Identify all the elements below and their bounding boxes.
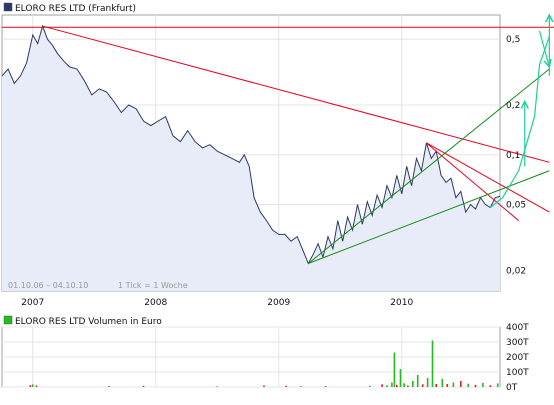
volume-bar (300, 386, 302, 387)
volume-bar (416, 375, 419, 387)
volume-bar (435, 384, 437, 387)
volume-bar (421, 384, 424, 387)
volume-bar (446, 384, 449, 387)
volume-bars (29, 340, 499, 388)
volume-bar (386, 385, 388, 387)
x-tick-label: 2009 (267, 298, 290, 308)
volume-legend-marker (3, 315, 13, 325)
volume-bar (460, 381, 462, 387)
volume-y-tick-label: 300T (506, 338, 529, 348)
price-y-tick-label: 0,2 (506, 101, 520, 111)
volume-bar (412, 381, 414, 387)
volume-bar (324, 386, 327, 387)
price-area-fill (2, 26, 501, 291)
volume-bar (142, 385, 145, 387)
volume-bar (396, 384, 398, 388)
support-trendline (307, 68, 550, 264)
volume-grid (2, 326, 500, 388)
price-y-axis: 0,5 0,2 0,1 0,05 0,02 (506, 35, 526, 276)
volume-bar (474, 384, 477, 388)
volume-bar (452, 382, 455, 387)
x-tick-label: 2008 (144, 298, 167, 308)
volume-bar (482, 382, 484, 387)
volume-bar (391, 382, 393, 387)
volume-bar (29, 385, 32, 387)
volume-y-tick-label: 200T (506, 353, 529, 363)
volume-y-axis: 400T 300T 200T 100T 0T (506, 323, 529, 393)
projection-path (489, 36, 550, 208)
volume-bar (467, 383, 469, 387)
resistance-trendline (42, 25, 550, 163)
volume-y-tick-label: 100T (506, 368, 529, 378)
price-legend-marker (3, 2, 13, 12)
volume-bar (407, 385, 409, 387)
volume-bar (496, 383, 499, 387)
projection-arrow (538, 30, 550, 67)
volume-bar (263, 385, 265, 387)
price-chart-title: ELORO RES LTD (Frankfurt) (15, 4, 136, 14)
trendlines (2, 25, 554, 264)
volume-y-tick-label: 400T (506, 323, 529, 333)
date-range-label: 01.10.06 – 04.10.10 (8, 281, 88, 290)
volume-y-tick-label: 0T (506, 383, 518, 393)
volume-bar (216, 386, 218, 388)
volume-bar (489, 385, 492, 387)
price-series-line (1, 24, 501, 265)
volume-bar (369, 385, 371, 387)
resistance-trendline (426, 142, 550, 213)
price-y-tick-label: 0,5 (506, 35, 520, 45)
price-y-tick-label: 0,02 (506, 266, 526, 276)
volume-bar (403, 383, 405, 388)
projection-arrows (489, 15, 550, 208)
volume-bar (393, 352, 396, 387)
tick-note: 1 Tick = 1 Woche (118, 281, 188, 290)
volume-bar (399, 369, 402, 387)
volume-bar (431, 340, 434, 387)
x-tick-label: 2007 (21, 298, 44, 308)
volume-bar (35, 385, 38, 387)
volume-bar (285, 385, 287, 387)
price-y-tick-label: 0,05 (506, 201, 526, 211)
volume-bar (31, 384, 34, 387)
volume-bar (441, 378, 444, 388)
volume-bar (426, 378, 429, 387)
volume-chart-title: ELORO RES LTD Volumen in Euro (15, 317, 162, 327)
x-tick-label: 2010 (390, 298, 413, 308)
volume-bar (381, 384, 383, 387)
x-axis: 2007 2008 2009 2010 (21, 298, 413, 308)
volume-bar (108, 386, 110, 387)
price-y-tick-label: 0,1 (506, 151, 520, 161)
